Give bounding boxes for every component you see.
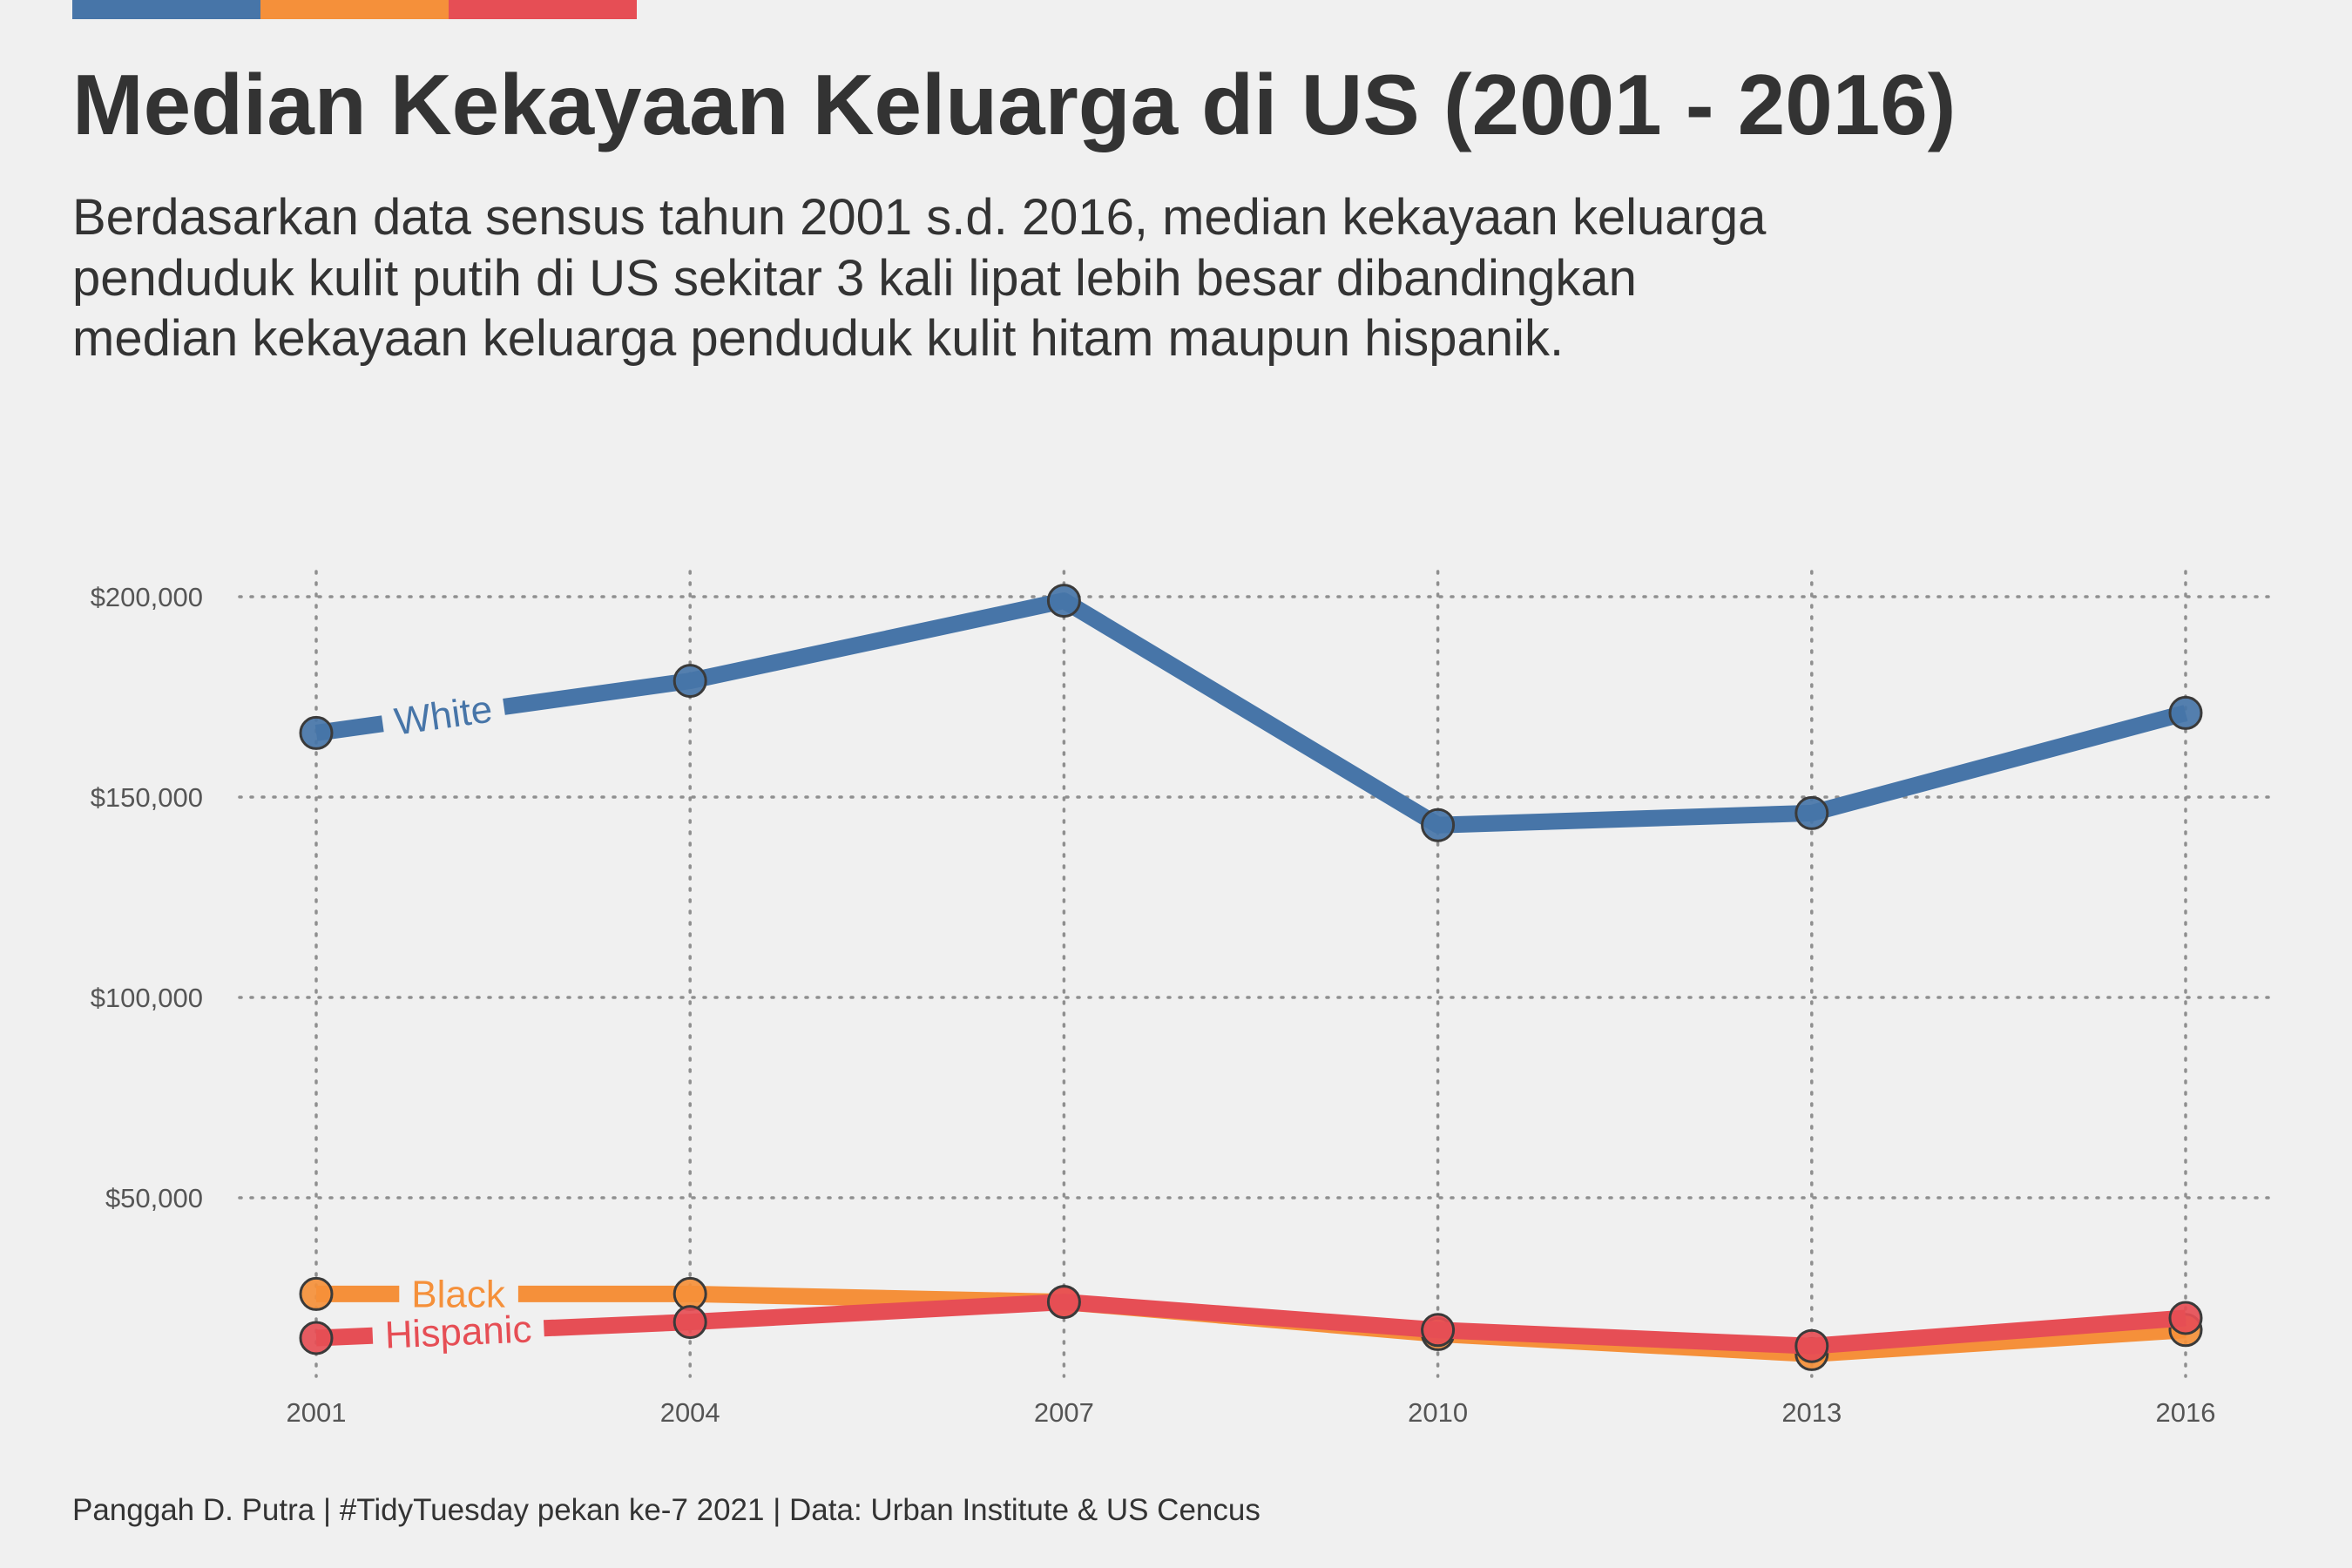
x-tick-label: 2013 xyxy=(1781,1397,1842,1428)
series-layer xyxy=(299,584,2203,1371)
axis-labels: $50,000 $100,000 $150,000 $200,000 2001 2004 2… xyxy=(91,582,2216,1428)
series-label-text: Black xyxy=(411,1273,506,1315)
chart-subtitle: Berdasarkan data sensus tahun 2001 s.d. … xyxy=(72,187,2207,369)
y-tick-label: $50,000 xyxy=(105,1183,203,1213)
data-point-hispanic xyxy=(1046,1285,1081,1320)
data-point-white xyxy=(1046,584,1081,618)
x-tick-label: 2001 xyxy=(287,1397,347,1428)
series-label-white: White xyxy=(381,688,506,744)
data-point-white xyxy=(2168,695,2203,730)
data-point-white xyxy=(1421,808,1456,842)
y-tick-label: $150,000 xyxy=(91,782,203,813)
color-strip-red xyxy=(449,0,637,19)
data-point-black xyxy=(299,1276,334,1311)
series-line-hispanic xyxy=(315,1294,2186,1355)
series-label-black: Black xyxy=(399,1273,518,1315)
series-label-knockout xyxy=(381,696,506,734)
subtitle-line: penduduk kulit putih di US sekitar 3 kal… xyxy=(72,249,1637,307)
x-tick-label: 2007 xyxy=(1034,1397,1094,1428)
series-label-hispanic: Hispanic xyxy=(372,1308,544,1357)
x-tick-label: 2010 xyxy=(1408,1397,1468,1428)
chart-caption: Panggah D. Putra | #TidyTuesday pekan ke… xyxy=(72,1493,1260,1527)
series-label-text: Hispanic xyxy=(384,1308,533,1356)
chart-title: Median Kekayaan Keluarga di US (2001 - 2… xyxy=(72,57,1957,152)
color-strip xyxy=(72,0,637,19)
grid-layer xyxy=(238,570,2277,1378)
subtitle-line: median kekayaan keluarga penduduk kulit … xyxy=(72,310,1565,368)
data-point-white xyxy=(1794,795,1829,830)
y-tick-label: $100,000 xyxy=(91,983,203,1013)
data-point-hispanic xyxy=(299,1321,334,1355)
series-line-white xyxy=(314,592,2188,834)
y-tick-label: $200,000 xyxy=(91,582,203,612)
series-label-text: White xyxy=(392,688,495,744)
data-point-hispanic xyxy=(2168,1301,2203,1335)
series-label-knockout xyxy=(372,1317,544,1347)
data-point-hispanic xyxy=(672,1305,707,1340)
x-tick-label: 2016 xyxy=(2156,1397,2216,1428)
data-point-white xyxy=(672,664,707,699)
data-point-white xyxy=(299,715,334,750)
data-point-hispanic xyxy=(1794,1328,1829,1363)
color-strip-orange xyxy=(260,0,449,19)
data-point-hispanic xyxy=(1421,1313,1456,1348)
data-point-black xyxy=(672,1276,707,1311)
color-strip-blue xyxy=(72,0,260,19)
subtitle-line: Berdasarkan data sensus tahun 2001 s.d. … xyxy=(72,189,1767,246)
x-tick-label: 2004 xyxy=(660,1397,720,1428)
series-label-knockout xyxy=(399,1283,518,1305)
